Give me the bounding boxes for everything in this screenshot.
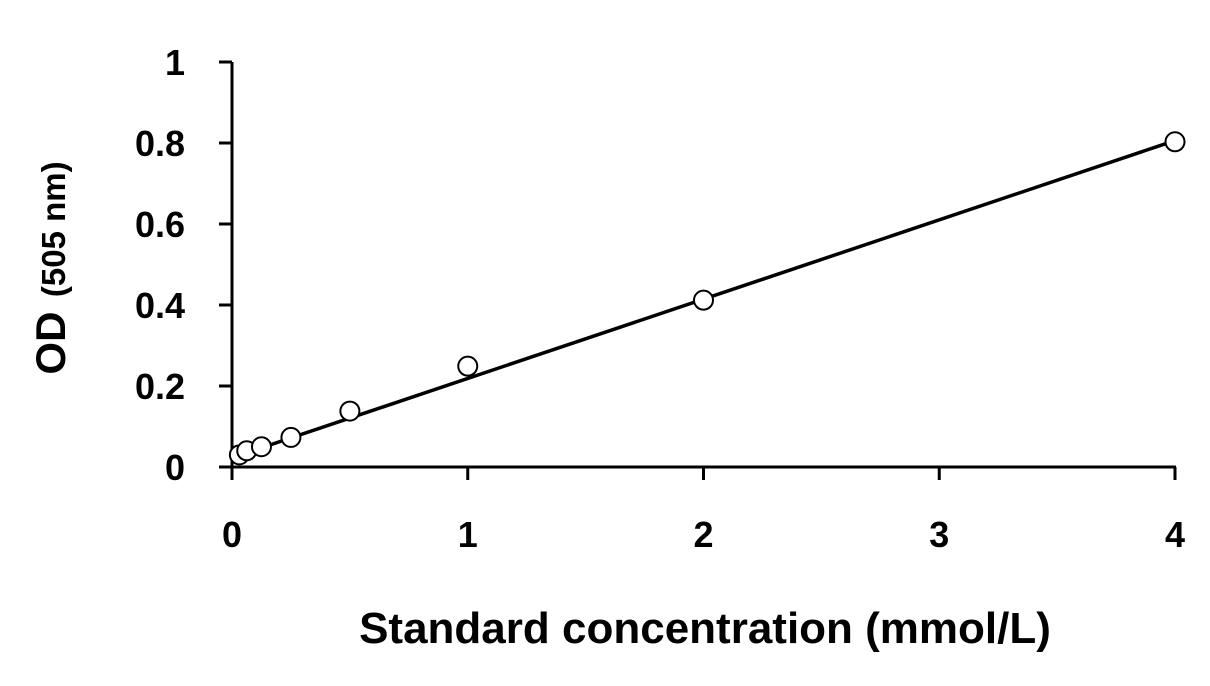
data-point bbox=[1164, 131, 1186, 153]
y-tick-label: 0.6 bbox=[135, 204, 185, 245]
data-point bbox=[280, 426, 302, 448]
data-point bbox=[457, 355, 479, 377]
x-tick-label: 1 bbox=[458, 514, 478, 555]
y-tick-label: 0.8 bbox=[135, 123, 185, 164]
y-tick-labels: 0 0.2 0.4 0.6 0.8 1 bbox=[135, 42, 185, 488]
x-tick-labels: 0 1 2 3 4 bbox=[222, 514, 1185, 555]
data-point bbox=[693, 289, 714, 311]
y-tick-label: 0.2 bbox=[135, 366, 185, 407]
x-tick-label: 3 bbox=[929, 514, 949, 555]
axes bbox=[219, 60, 1177, 480]
data-point bbox=[339, 400, 361, 422]
y-tick-label: 0.4 bbox=[135, 285, 185, 326]
data-point bbox=[250, 436, 272, 458]
y-axis-title-main: OD bbox=[27, 312, 74, 375]
x-tick-label: 2 bbox=[693, 514, 713, 555]
y-tick-label: 0 bbox=[165, 447, 185, 488]
y-axis-title: OD (505 nm) bbox=[27, 161, 74, 374]
x-axis-title: Standard concentration (mmol/L) bbox=[359, 604, 1051, 653]
x-tick-label: 4 bbox=[1165, 514, 1185, 555]
data-points bbox=[228, 131, 1186, 466]
x-tick-label: 0 bbox=[222, 514, 242, 555]
y-axis-title-unit: (505 nm) bbox=[35, 161, 72, 297]
y-tick-label: 1 bbox=[165, 42, 185, 83]
